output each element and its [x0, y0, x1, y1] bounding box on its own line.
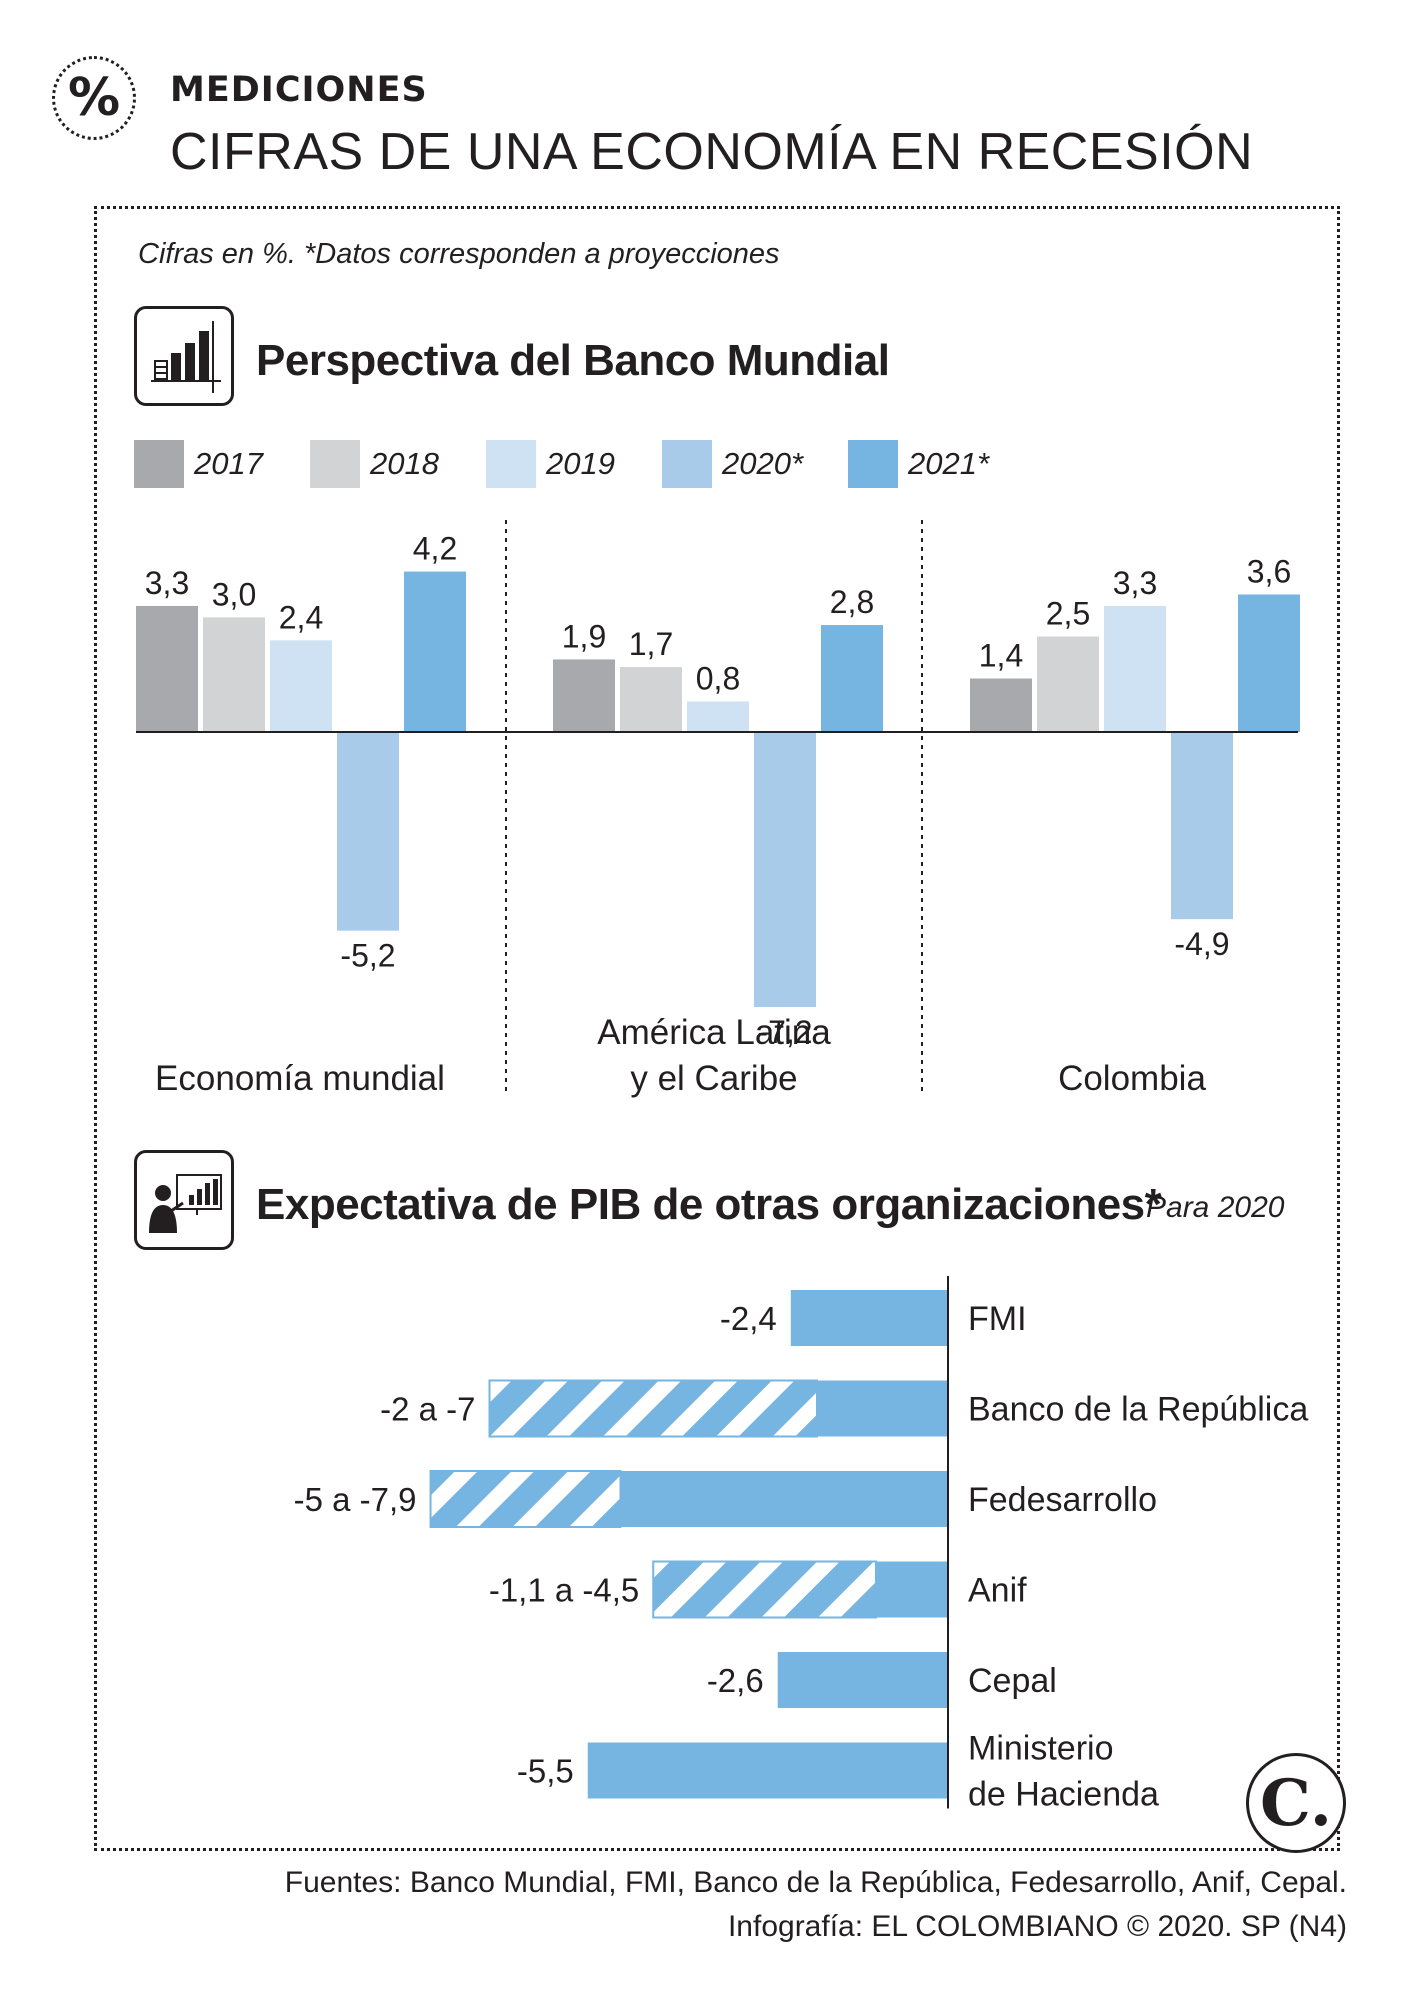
org-label-ministerio-de-hacienda-line-2: de Hacienda: [968, 1776, 1159, 1814]
hbar-solid-fedesarrollo: [620, 1471, 948, 1527]
legend-swatch-2019: [486, 440, 536, 488]
value-label-fmi: -2,4: [720, 1300, 777, 1337]
bar-economia-mundial-2020: [337, 732, 399, 931]
legend-swatch-2017: [134, 440, 184, 488]
bar-america-latina-y-el-caribe-2017: [553, 659, 615, 732]
value-label-ministerio-de-hacienda: -5,5: [517, 1753, 574, 1790]
legend-label-2019: 2019: [546, 446, 615, 481]
value-label-banco-de-la-republica: -2 a -7: [380, 1391, 475, 1428]
data-label-colombia-2019: 3,3: [1113, 565, 1157, 601]
org-label-fmi: FMI: [968, 1300, 1027, 1338]
data-label-economia-mundial-2020: -5,2: [340, 938, 395, 974]
section-title-world-bank: Perspectiva del Banco Mundial: [256, 336, 890, 385]
value-label-cepal: -2,6: [707, 1662, 764, 1699]
page-title: CIFRAS DE UNA ECONOMÍA EN RECESIÓN: [170, 123, 1254, 181]
data-label-america-latina-y-el-caribe-2019: 0,8: [696, 660, 740, 696]
hbar-range-banco-de-la-republica: [488, 1379, 818, 1438]
content-frame: [94, 206, 1340, 1851]
value-label-anif: -1,1 a -4,5: [489, 1572, 639, 1609]
bar-colombia-2021: [1238, 594, 1300, 732]
org-label-cepal: Cepal: [968, 1662, 1057, 1700]
data-label-america-latina-y-el-caribe-2020: -7,2: [757, 1014, 812, 1050]
org-label-banco-de-la-republica: Banco de la República: [968, 1391, 1308, 1429]
category-label-america-latina-y-el-caribe-line-2: y el Caribe: [630, 1059, 797, 1098]
bar-chart-icon: [134, 306, 234, 406]
legend-label-2017: 2017: [194, 446, 263, 481]
data-label-america-latina-y-el-caribe-2017: 1,9: [562, 618, 606, 654]
hbar-solid-anif: [875, 1561, 948, 1618]
hbar-range-anif: [652, 1560, 877, 1619]
org-label-ministerio-de-hacienda-line-1: Ministerio: [968, 1730, 1113, 1768]
data-label-colombia-2017: 1,4: [979, 638, 1023, 674]
hbar-ministerio-de-hacienda: [587, 1742, 948, 1799]
hbar-solid-banco-de-la-republica: [817, 1380, 948, 1437]
legend-item-2021: 2021*: [848, 440, 989, 488]
hbar-fmi: [790, 1290, 948, 1346]
section-title-other-orgs: Expectativa de PIB de otras organizacion…: [256, 1180, 1162, 1229]
value-label-fedesarrollo: -5 a -7,9: [294, 1481, 417, 1518]
bar-economia-mundial-2021: [404, 571, 466, 732]
data-label-america-latina-y-el-caribe-2021: 2,8: [830, 584, 874, 620]
bar-america-latina-y-el-caribe-2019: [687, 701, 749, 732]
legend-item-2019: 2019: [486, 440, 615, 488]
hbar-range-fedesarrollo: [429, 1470, 622, 1528]
category-label-colombia: Colombia: [1058, 1059, 1206, 1098]
bar-colombia-2018: [1037, 636, 1099, 732]
section-kicker: MEDICIONES: [170, 70, 428, 110]
legend-label-2018: 2018: [370, 446, 439, 481]
section-subtitle-year: Para 2020: [1146, 1191, 1285, 1224]
legend-swatch-2020: [662, 440, 712, 488]
legend-label-2020: 2020*: [722, 446, 804, 481]
sources-footer: Fuentes: Banco Mundial, FMI, Banco de la…: [284, 1866, 1347, 1899]
category-label-america-latina-y-el-caribe-line-1: América Latina: [597, 1013, 831, 1052]
bar-economia-mundial-2017: [136, 605, 198, 732]
bar-economia-mundial-2019: [270, 640, 332, 732]
hbar-cepal: [777, 1652, 948, 1708]
org-label-fedesarrollo: Fedesarrollo: [968, 1481, 1157, 1519]
bar-economia-mundial-2018: [203, 617, 265, 732]
legend-item-2017: 2017: [134, 440, 263, 488]
bar-colombia-2017: [970, 678, 1032, 732]
data-label-economia-mundial-2019: 2,4: [279, 599, 323, 635]
category-label-economia-mundial: Economía mundial: [155, 1059, 445, 1098]
data-label-economia-mundial-2021: 4,2: [413, 531, 457, 567]
world-bank-bar-chart: 3,3 3,0 2,4 -5,2 4,2 1,9 1,7 0,8 -7,2 2,8 1,4 2,5 3,…: [136, 520, 1300, 1098]
legend-label-2021: 2021*: [908, 446, 990, 481]
percent-badge-icon: %: [52, 56, 136, 140]
org-label-anif: Anif: [968, 1572, 1027, 1610]
bar-america-latina-y-el-caribe-2021: [821, 625, 883, 732]
other-orgs-bar-chart: -2,4 FMI -2 a -7 Banco de la República -5 a …: [294, 1276, 1308, 1814]
legend-item-2020: 2020*: [662, 440, 803, 488]
data-label-economia-mundial-2018: 3,0: [212, 576, 256, 612]
credit-footer: Infografía: EL COLOMBIANO © 2020. SP (N4…: [727, 1910, 1347, 1943]
bar-colombia-2020: [1171, 732, 1233, 920]
data-label-economia-mundial-2017: 3,3: [145, 565, 189, 601]
bar-colombia-2019: [1104, 605, 1166, 732]
bar-america-latina-y-el-caribe-2018: [620, 667, 682, 732]
presenter-chart-icon: [134, 1150, 234, 1250]
data-label-america-latina-y-el-caribe-2018: 1,7: [629, 626, 673, 662]
data-label-colombia-2018: 2,5: [1046, 596, 1090, 632]
legend-swatch-2021: [848, 440, 898, 488]
data-label-colombia-2020: -4,9: [1174, 926, 1229, 962]
data-label-colombia-2021: 3,6: [1247, 553, 1291, 589]
legend-swatch-2018: [310, 440, 360, 488]
bar-america-latina-y-el-caribe-2020: [754, 732, 816, 1008]
el-colombiano-logo: C.: [1246, 1753, 1346, 1853]
data-note: Cifras en %. *Datos corresponden a proye…: [138, 238, 780, 270]
legend-item-2018: 2018: [310, 440, 439, 488]
